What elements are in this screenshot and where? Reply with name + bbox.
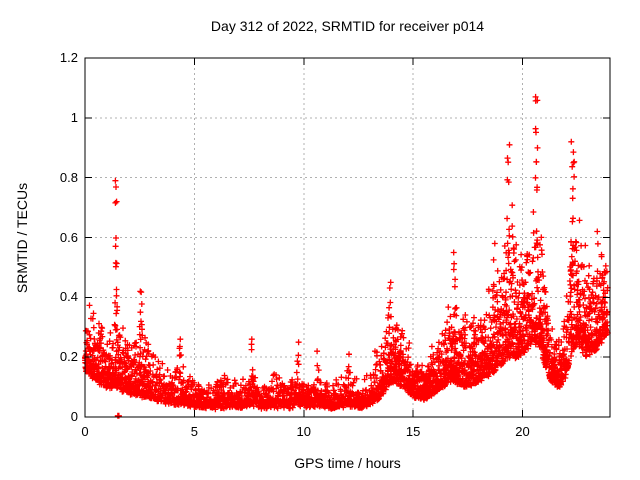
y-tick-label: 0.6 bbox=[59, 229, 78, 245]
x-tick-label: 10 bbox=[296, 424, 311, 439]
x-tick-label: 20 bbox=[515, 424, 530, 439]
x-axis-title: GPS time / hours bbox=[294, 455, 401, 471]
y-tick-label: 0.2 bbox=[59, 349, 78, 365]
x-tick-label: 0 bbox=[81, 424, 89, 439]
y-tick-label: 1.2 bbox=[59, 50, 78, 65]
chart-title: Day 312 of 2022, SRMTID for receiver p01… bbox=[210, 18, 485, 34]
x-tick-label: 5 bbox=[190, 424, 198, 439]
x-tick-label: 15 bbox=[405, 424, 421, 439]
scatter-points bbox=[82, 93, 611, 419]
y-tick-label: 1 bbox=[70, 109, 78, 125]
y-tick-label: 0 bbox=[70, 409, 78, 424]
y-axis-title: SRMTID / TECUs bbox=[14, 182, 30, 294]
y-tick-label: 0.8 bbox=[59, 169, 78, 185]
y-tick-label: 0.4 bbox=[59, 289, 78, 305]
